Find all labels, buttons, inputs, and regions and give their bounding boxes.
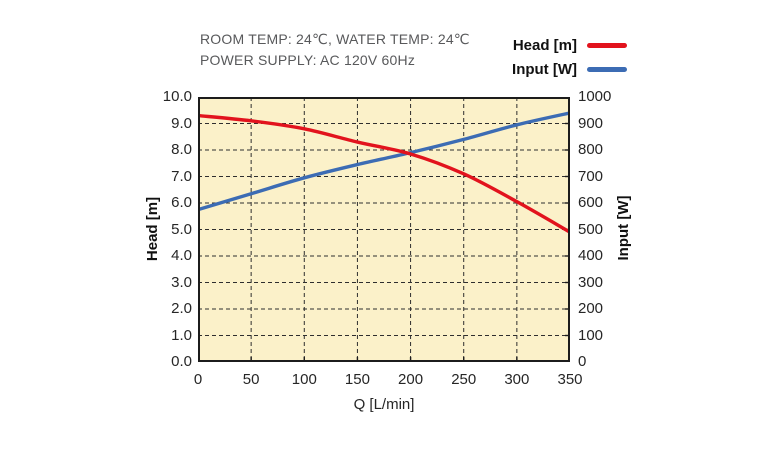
x-tick-label: 150 xyxy=(344,371,370,388)
x-axis-title: Q [L/min] xyxy=(353,396,415,413)
legend-label-input: Input [W] xyxy=(512,60,577,78)
y-left-tick-label: 4.0 xyxy=(171,247,192,264)
y-right-tick-label: 500 xyxy=(578,220,604,238)
y-right-tick-label: 700 xyxy=(578,167,604,185)
y-right-tick-label: 200 xyxy=(578,300,604,317)
legend: Head [m] Input [W] xyxy=(493,35,627,83)
y-right-tick-label: 400 xyxy=(578,247,604,264)
x-tick-label: 200 xyxy=(398,371,424,388)
input-curve xyxy=(196,111,572,212)
curves-canvas xyxy=(196,97,572,362)
y-right-tick-label: 600 xyxy=(578,194,604,211)
condition-line-room-water-temp: ROOM TEMP: 24℃, WATER TEMP: 24℃ xyxy=(200,31,470,47)
y-left-tick-label: 6.0 xyxy=(171,194,192,211)
x-tick-label: 0 xyxy=(193,371,203,388)
test-conditions: ROOM TEMP: 24℃, WATER TEMP: 24℃ POWER SU… xyxy=(200,29,470,71)
condition-line-power-supply: POWER SUPPLY: AC 120V 60Hz xyxy=(200,52,416,68)
x-tick-label: 50 xyxy=(242,371,260,388)
x-tick-label: 350 xyxy=(557,371,583,388)
y-right-tick-label: 0 xyxy=(578,353,587,370)
x-tick-label: 250 xyxy=(451,371,477,388)
y-right-tick-label: 800 xyxy=(578,141,604,158)
y-left-tick-label: 9.0 xyxy=(171,114,192,132)
y-left-tick-label: 0.0 xyxy=(171,353,192,370)
y-left-tick-label: 2.0 xyxy=(171,300,192,317)
y-left-tick-label: 3.0 xyxy=(171,273,192,291)
x-tick-label: 100 xyxy=(291,371,317,388)
input-line-swatch xyxy=(587,66,627,72)
y-left-tick-label: 5.0 xyxy=(171,220,192,238)
legend-item-head: Head [m] xyxy=(493,35,627,55)
head-line-swatch xyxy=(587,42,627,48)
legend-item-input: Input [W] xyxy=(493,59,627,79)
plot-area xyxy=(196,97,572,362)
y-left-tick-label: 8.0 xyxy=(171,141,192,158)
y-left-tick-label: 1.0 xyxy=(171,326,192,344)
y-left-tick-label: 7.0 xyxy=(171,167,192,185)
head-curve xyxy=(196,113,572,234)
y-right-tick-label: 300 xyxy=(578,273,604,291)
y-right-tick-label: 1000 xyxy=(578,88,612,105)
legend-label-head: Head [m] xyxy=(512,36,577,54)
y-left-tick-label: 10.0 xyxy=(162,88,192,105)
y-right-tick-label: 100 xyxy=(578,326,604,344)
y-right-tick-label: 900 xyxy=(578,114,604,132)
x-tick-label: 300 xyxy=(504,371,530,388)
